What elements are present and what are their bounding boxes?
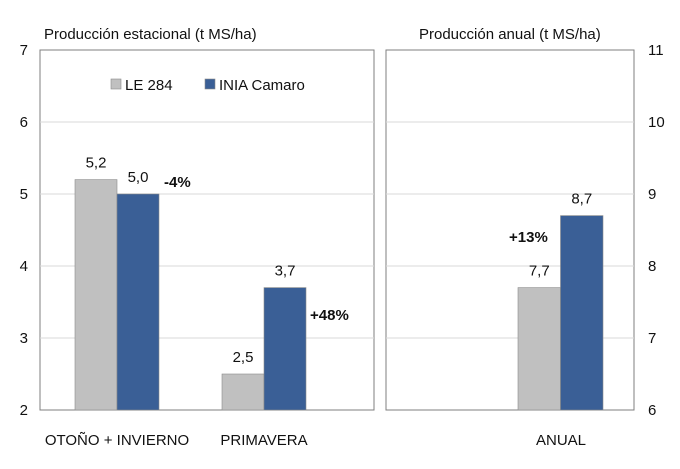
legend-swatch-le284: [110, 78, 122, 90]
annotation-plus-48: +48%: [310, 307, 349, 324]
right-y-tick-8: 8: [648, 258, 656, 275]
left-bar-0-inia-camaro: [116, 193, 160, 411]
legend-label-inia-camaro: INIA Camaro: [219, 77, 305, 94]
right-plot-frame: [385, 49, 635, 411]
left-y-axis: 2 3 4 5 6 7: [20, 42, 28, 419]
right-y-axis: 6 7 8 9 10 11: [648, 42, 665, 419]
left-data-label-0-1: 5,0: [128, 169, 149, 186]
annotation-minus-4: -4%: [164, 174, 191, 191]
legend-swatch-inia-camaro: [204, 78, 216, 90]
right-y-tick-6: 6: [648, 402, 656, 419]
left-chart-title: Producción estacional (t MS/ha): [44, 26, 257, 43]
left-y-tick-6: 6: [20, 114, 28, 131]
left-plot-frame: [39, 49, 375, 411]
legend: LE 284 INIA Camaro: [110, 77, 305, 94]
category-label-anual: ANUAL: [536, 432, 586, 449]
right-bar-0-inia-camaro: [560, 215, 604, 411]
right-y-tick-9: 9: [648, 186, 656, 203]
right-y-tick-11: 11: [648, 42, 664, 59]
left-bar-1-le-284: [221, 373, 265, 411]
left-y-tick-3: 3: [20, 330, 28, 347]
category-label-otono-invierno: OTOÑO + INVIERNO: [45, 432, 189, 449]
left-data-label-1-0: 2,5: [233, 349, 254, 366]
category-label-primavera: PRIMAVERA: [220, 432, 307, 449]
right-bars: 7,7 8,7: [517, 191, 604, 411]
left-y-tick-4: 4: [20, 258, 28, 275]
right-bar-0-le-284: [517, 287, 561, 411]
right-data-label-0-0: 7,7: [529, 263, 550, 280]
right-chart-title: Producción anual (t MS/ha): [419, 26, 601, 43]
left-data-label-1-1: 3,7: [275, 263, 296, 280]
right-data-label-0-1: 8,7: [571, 191, 592, 208]
left-data-label-0-0: 5,2: [86, 155, 107, 172]
legend-label-le284: LE 284: [125, 77, 173, 94]
left-y-tick-7: 7: [20, 42, 28, 59]
right-y-tick-7: 7: [648, 330, 656, 347]
left-bar-1-inia-camaro: [263, 287, 307, 411]
left-bars: 5,2 5,0 2,5 3,7: [74, 155, 307, 411]
right-y-tick-10: 10: [648, 114, 665, 131]
annotation-plus-13: +13%: [509, 229, 548, 246]
left-y-tick-5: 5: [20, 186, 28, 203]
left-bar-0-le-284: [74, 179, 118, 411]
left-y-tick-2: 2: [20, 402, 28, 419]
